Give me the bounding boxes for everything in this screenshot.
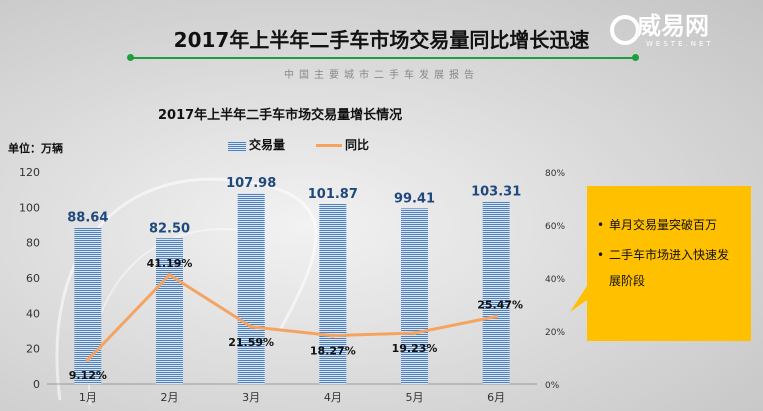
line-point: [412, 331, 417, 336]
x-tick-label: 2月: [161, 391, 179, 404]
callout-box: 单月交易量突破百万 二手车市场进入快速发展阶段: [587, 186, 751, 341]
y-left-tick-label: 120: [19, 166, 40, 179]
line-value-label: 18.27%: [310, 345, 356, 358]
chart-title: 2017年上半年二手车市场交易量增长情况: [158, 108, 403, 123]
legend-item-yoy: 同比: [316, 136, 369, 153]
page-subtitle: 中国主要城市二手车发展报告: [284, 70, 479, 81]
line-point: [249, 324, 254, 329]
line-point: [494, 314, 499, 319]
title-divider: [130, 57, 635, 59]
y-left-tick-label: 60: [26, 272, 40, 285]
logo-url: WESTE.NET: [646, 40, 714, 48]
line-point: [167, 272, 172, 277]
callout-bullet: 单月交易量突破百万: [597, 212, 739, 238]
bar-value-label: 88.64: [67, 210, 108, 225]
logo-e-icon: [610, 15, 640, 45]
bar: [482, 201, 510, 384]
y-left-tick-label: 40: [26, 307, 40, 320]
line-value-label: 21.59%: [228, 336, 274, 349]
legend-label-volume: 交易量: [249, 138, 286, 152]
page-title: 2017年上半年二手车市场交易量同比增长迅速: [173, 28, 590, 52]
line-point: [330, 333, 335, 338]
bar-value-label: 107.98: [226, 176, 276, 191]
line-value-label: 25.47%: [477, 299, 523, 312]
bar-value-label: 101.87: [308, 187, 358, 202]
legend-bar-swatch: [228, 140, 246, 151]
callout-bullet: 二手车市场进入快速发展阶段: [597, 242, 739, 294]
y-right-tick-label: 40%: [545, 275, 565, 285]
line-point: [85, 357, 90, 362]
x-tick-label: 3月: [242, 391, 260, 404]
y-right-tick-label: 0%: [545, 381, 560, 391]
bar: [237, 193, 265, 384]
logo: [610, 10, 750, 54]
unit-label: 单位：万辆: [8, 142, 63, 155]
legend-item-volume: 交易量: [228, 136, 285, 153]
title-line-right-dot: [632, 54, 639, 61]
x-tick-label: 4月: [324, 391, 342, 404]
callout-list: 单月交易量突破百万 二手车市场进入快速发展阶段: [587, 186, 751, 294]
y-left-tick-label: 0: [33, 378, 40, 391]
series-line-yoy: [86, 273, 497, 361]
y-left-tick-label: 80: [26, 237, 40, 250]
bar: [319, 204, 347, 384]
y-left-tick-label: 20: [26, 343, 40, 356]
x-tick-label: 5月: [406, 391, 424, 404]
bar: [156, 238, 183, 384]
line-value-label: 41.19%: [147, 257, 193, 270]
bar: [401, 208, 428, 384]
bar-value-label: 103.31: [471, 184, 521, 199]
legend-line-swatch: [316, 144, 342, 147]
bar-value-label: 99.41: [394, 191, 435, 206]
line-value-label: 19.23%: [392, 342, 438, 355]
y-right-tick-label: 20%: [545, 328, 565, 338]
logo-text: 威易网: [637, 12, 709, 40]
y-right-tick-label: 60%: [545, 222, 565, 232]
x-tick-label: 6月: [487, 391, 505, 404]
line-value-label: 9.12%: [69, 369, 107, 382]
y-right-tick-label: 80%: [545, 169, 565, 179]
bar-value-label: 82.50: [149, 221, 190, 236]
legend-label-yoy: 同比: [345, 138, 370, 152]
x-tick-label: 1月: [79, 391, 97, 404]
y-left-tick-label: 100: [19, 201, 40, 214]
